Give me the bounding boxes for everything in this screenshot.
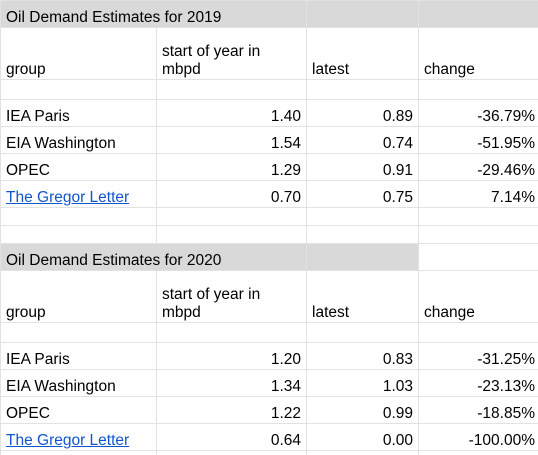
start-cell[interactable]: 1.40 (156, 99, 307, 127)
empty-cell[interactable] (306, 207, 419, 226)
change-cell[interactable]: 7.14% (418, 180, 538, 208)
header-start[interactable]: start of year in mbpd (156, 27, 307, 80)
latest-cell[interactable]: 1.03 (306, 369, 419, 397)
gregor-letter-link[interactable]: The Gregor Letter (6, 189, 130, 206)
group-cell[interactable]: EIA Washington (0, 369, 157, 397)
start-cell[interactable]: 1.54 (156, 126, 307, 154)
change-cell[interactable]: -29.46% (418, 153, 538, 181)
gregor-letter-link[interactable]: The Gregor Letter (6, 432, 130, 449)
group-cell[interactable]: The Gregor Letter (0, 423, 157, 451)
section-2019-title[interactable]: Oil Demand Estimates for 2019 (0, 0, 307, 28)
title-filler-cell[interactable] (306, 243, 419, 271)
latest-cell[interactable]: 0.89 (306, 99, 419, 127)
table-row: The Gregor Letter 0.70 0.75 7.14% (0, 180, 538, 208)
start-cell[interactable]: 0.70 (156, 180, 307, 208)
empty-cell[interactable] (156, 322, 307, 343)
start-cell[interactable]: 1.20 (156, 342, 307, 370)
group-cell[interactable]: IEA Paris (0, 99, 157, 127)
group-cell[interactable]: The Gregor Letter (0, 180, 157, 208)
header-latest[interactable]: latest (306, 270, 419, 323)
group-cell[interactable]: EIA Washington (0, 126, 157, 154)
table-row: EIA Washington 1.34 1.03 -23.13% (0, 369, 538, 397)
latest-cell[interactable]: 0.91 (306, 153, 419, 181)
empty-cell[interactable] (418, 79, 538, 100)
blank-row (0, 79, 538, 100)
section-2020-header-row: group start of year in mbpd latest chang… (0, 270, 538, 323)
change-cell[interactable]: -100.00% (418, 423, 538, 451)
blank-row (0, 225, 538, 244)
table-row: The Gregor Letter 0.64 0.00 -100.00% (0, 423, 538, 451)
empty-cell[interactable] (418, 225, 538, 244)
title-filler-cell[interactable] (306, 0, 419, 28)
empty-cell[interactable] (0, 79, 157, 100)
empty-cell[interactable] (418, 450, 538, 455)
empty-cell[interactable] (156, 207, 307, 226)
section-2019-title-row: Oil Demand Estimates for 2019 (0, 0, 538, 28)
empty-cell[interactable] (156, 79, 307, 100)
table-row: IEA Paris 1.20 0.83 -31.25% (0, 342, 538, 370)
change-cell[interactable]: -31.25% (418, 342, 538, 370)
change-cell[interactable]: -23.13% (418, 369, 538, 397)
latest-cell[interactable]: 0.99 (306, 396, 419, 424)
title-filler-cell[interactable] (418, 243, 538, 271)
change-cell[interactable]: -36.79% (418, 99, 538, 127)
empty-cell[interactable] (418, 322, 538, 343)
group-cell[interactable]: OPEC (0, 153, 157, 181)
section-2020-title[interactable]: Oil Demand Estimates for 2020 (0, 243, 307, 271)
empty-cell[interactable] (0, 322, 157, 343)
section-2019-header-row: group start of year in mbpd latest chang… (0, 27, 538, 80)
blank-row (0, 207, 538, 226)
start-cell[interactable]: 0.64 (156, 423, 307, 451)
table-row: IEA Paris 1.40 0.89 -36.79% (0, 99, 538, 127)
group-cell[interactable]: IEA Paris (0, 342, 157, 370)
empty-cell[interactable] (0, 450, 157, 455)
empty-cell[interactable] (306, 79, 419, 100)
empty-cell[interactable] (418, 207, 538, 226)
empty-cell[interactable] (306, 450, 419, 455)
table-row: OPEC 1.29 0.91 -29.46% (0, 153, 538, 181)
latest-cell[interactable]: 0.75 (306, 180, 419, 208)
group-cell[interactable]: OPEC (0, 396, 157, 424)
header-change[interactable]: change (418, 27, 538, 80)
latest-cell[interactable]: 0.00 (306, 423, 419, 451)
table-row: OPEC 1.22 0.99 -18.85% (0, 396, 538, 424)
start-cell[interactable]: 1.22 (156, 396, 307, 424)
empty-cell[interactable] (156, 225, 307, 244)
header-group[interactable]: group (0, 270, 157, 323)
title-filler-cell[interactable] (418, 0, 538, 28)
header-start[interactable]: start of year in mbpd (156, 270, 307, 323)
latest-cell[interactable]: 0.83 (306, 342, 419, 370)
empty-cell[interactable] (0, 207, 157, 226)
header-change[interactable]: change (418, 270, 538, 323)
section-2020-title-row: Oil Demand Estimates for 2020 (0, 243, 538, 271)
empty-cell[interactable] (306, 322, 419, 343)
empty-cell[interactable] (0, 225, 157, 244)
latest-cell[interactable]: 0.74 (306, 126, 419, 154)
start-cell[interactable]: 1.34 (156, 369, 307, 397)
empty-cell[interactable] (306, 225, 419, 244)
start-cell[interactable]: 1.29 (156, 153, 307, 181)
blank-row (0, 322, 538, 343)
header-latest[interactable]: latest (306, 27, 419, 80)
header-group[interactable]: group (0, 27, 157, 80)
change-cell[interactable]: -18.85% (418, 396, 538, 424)
empty-cell[interactable] (156, 450, 307, 455)
table-row: EIA Washington 1.54 0.74 -51.95% (0, 126, 538, 154)
change-cell[interactable]: -51.95% (418, 126, 538, 154)
blank-row (0, 450, 538, 455)
